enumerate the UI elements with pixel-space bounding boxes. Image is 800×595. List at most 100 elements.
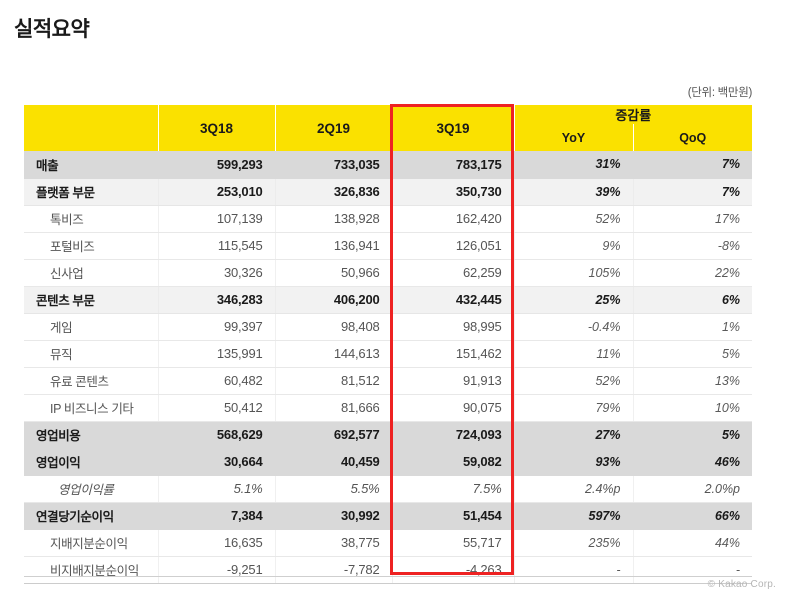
unit-note: (단위: 백만원) xyxy=(687,87,753,99)
table-row: 게임 99,397 98,408 98,995 -0.4% 1% xyxy=(24,313,753,341)
cell-value-3q18: 99,397 xyxy=(158,313,276,341)
cell-value-3q19: 783,175 xyxy=(392,151,515,179)
footer-divider xyxy=(24,576,752,577)
cell-value-2q19: 733,035 xyxy=(275,151,393,179)
cell-value-3q18: 135,991 xyxy=(158,340,276,368)
cell-qoq: 13% xyxy=(633,367,753,395)
table-row: 유료 콘텐츠 60,482 81,512 91,913 52% 13% xyxy=(24,367,753,395)
table-row: 연결당기순이익 7,384 30,992 51,454 597% 66% xyxy=(24,502,753,530)
cell-value-3q19: 432,445 xyxy=(392,286,515,314)
cell-qoq: 22% xyxy=(633,259,753,287)
row-label: 연결당기순이익 xyxy=(24,502,159,530)
cell-qoq: -8% xyxy=(633,232,753,260)
cell-value-3q19: 126,051 xyxy=(392,232,515,260)
header-period-3q19[interactable]: 3Q19 xyxy=(392,105,515,151)
header-delta-group: 증감률 xyxy=(514,105,753,124)
table-row: 뮤직 135,991 144,613 151,462 11% 5% xyxy=(24,340,753,368)
financial-summary-table: 3Q18 2Q19 3Q19 증감률 YoY QoQ 매출 599,293 733,… xyxy=(24,105,753,584)
row-label: 비지배지분순이익 xyxy=(24,556,159,584)
header-qoq[interactable]: QoQ xyxy=(633,124,753,151)
row-label: 영업이익률 xyxy=(24,475,159,503)
cell-value-2q19: 81,512 xyxy=(275,367,393,395)
cell-value-3q19: 7.5% xyxy=(392,475,515,503)
cell-value-2q19: 144,613 xyxy=(275,340,393,368)
cell-value-2q19: 692,577 xyxy=(275,421,393,449)
cell-value-2q19: 30,992 xyxy=(275,502,393,530)
cell-qoq: - xyxy=(633,556,753,584)
cell-value-2q19: 406,200 xyxy=(275,286,393,314)
table-row: 콘텐츠 부문 346,283 406,200 432,445 25% 6% xyxy=(24,286,753,314)
page-title: 실적요약 xyxy=(14,18,90,41)
table-body: 매출 599,293 733,035 783,175 31% 7% 플랫폼 부문 253,01… xyxy=(24,151,753,584)
cell-value-3q18: 346,283 xyxy=(158,286,276,314)
cell-value-3q19: 55,717 xyxy=(392,529,515,557)
cell-yoy: 52% xyxy=(514,205,634,233)
cell-qoq: 6% xyxy=(633,286,753,314)
cell-yoy: 11% xyxy=(514,340,634,368)
cell-qoq: 17% xyxy=(633,205,753,233)
cell-value-2q19: -7,782 xyxy=(275,556,393,584)
row-label: 톡비즈 xyxy=(24,205,159,233)
cell-value-3q18: -9,251 xyxy=(158,556,276,584)
row-label: 매출 xyxy=(24,151,159,179)
cell-value-3q19: 151,462 xyxy=(392,340,515,368)
cell-yoy: 235% xyxy=(514,529,634,557)
row-label: 영업비용 xyxy=(24,421,159,449)
header-row-top: 3Q18 2Q19 3Q19 증감률 xyxy=(24,105,753,151)
cell-value-2q19: 136,941 xyxy=(275,232,393,260)
row-label: 포털비즈 xyxy=(24,232,159,260)
cell-value-2q19: 40,459 xyxy=(275,448,393,476)
cell-qoq: 66% xyxy=(633,502,753,530)
cell-value-3q19: 162,420 xyxy=(392,205,515,233)
cell-qoq: 7% xyxy=(633,178,753,206)
cell-yoy: 597% xyxy=(514,502,634,530)
cell-qoq: 5% xyxy=(633,421,753,449)
cell-value-2q19: 326,836 xyxy=(275,178,393,206)
cell-value-2q19: 5.5% xyxy=(275,475,393,503)
cell-value-2q19: 38,775 xyxy=(275,529,393,557)
cell-value-3q19: -4,263 xyxy=(392,556,515,584)
table-row: 톡비즈 107,139 138,928 162,420 52% 17% xyxy=(24,205,753,233)
financial-summary-table-wrapper: 3Q18 2Q19 3Q19 증감률 YoY QoQ 매출 599,293 733,… xyxy=(24,105,753,584)
cell-qoq: 7% xyxy=(633,151,753,179)
cell-yoy: 25% xyxy=(514,286,634,314)
table-row: IP 비즈니스 기타 50,412 81,666 90,075 79% 10% xyxy=(24,394,753,422)
cell-value-3q18: 253,010 xyxy=(158,178,276,206)
cell-value-3q19: 59,082 xyxy=(392,448,515,476)
cell-value-3q18: 16,635 xyxy=(158,529,276,557)
cell-value-3q19: 91,913 xyxy=(392,367,515,395)
row-label: 지배지분순이익 xyxy=(24,529,159,557)
header-yoy[interactable]: YoY xyxy=(514,124,634,151)
cell-value-3q18: 568,629 xyxy=(158,421,276,449)
header-period-3q18[interactable]: 3Q18 xyxy=(158,105,276,151)
row-label: 신사업 xyxy=(24,259,159,287)
cell-value-2q19: 138,928 xyxy=(275,205,393,233)
cell-value-3q19: 51,454 xyxy=(392,502,515,530)
cell-qoq: 5% xyxy=(633,340,753,368)
cell-yoy: - xyxy=(514,556,634,584)
cell-value-2q19: 50,966 xyxy=(275,259,393,287)
cell-qoq: 2.0%p xyxy=(633,475,753,503)
table-row: 비지배지분순이익 -9,251 -7,782 -4,263- - xyxy=(24,556,753,584)
cell-value-3q18: 50,412 xyxy=(158,394,276,422)
cell-value-3q18: 115,545 xyxy=(158,232,276,260)
cell-value-3q18: 30,326 xyxy=(158,259,276,287)
cell-yoy: -0.4% xyxy=(514,313,634,341)
cell-value-3q19: 90,075 xyxy=(392,394,515,422)
table-header: 3Q18 2Q19 3Q19 증감률 YoY QoQ xyxy=(24,105,753,151)
cell-yoy: 2.4%p xyxy=(514,475,634,503)
cell-value-3q18: 7,384 xyxy=(158,502,276,530)
cell-yoy: 39% xyxy=(514,178,634,206)
cell-value-3q19: 350,730 xyxy=(392,178,515,206)
copyright-notice: © Kakao Corp. xyxy=(707,579,776,590)
row-label: 콘텐츠 부문 xyxy=(24,286,159,314)
header-period-2q19[interactable]: 2Q19 xyxy=(275,105,393,151)
cell-qoq: 1% xyxy=(633,313,753,341)
row-label: 게임 xyxy=(24,313,159,341)
header-blank-label xyxy=(24,105,159,151)
cell-qoq: 44% xyxy=(633,529,753,557)
table-row: 신사업 30,326 50,966 62,259 105% 22% xyxy=(24,259,753,287)
cell-qoq: 46% xyxy=(633,448,753,476)
row-label: 유료 콘텐츠 xyxy=(24,367,159,395)
